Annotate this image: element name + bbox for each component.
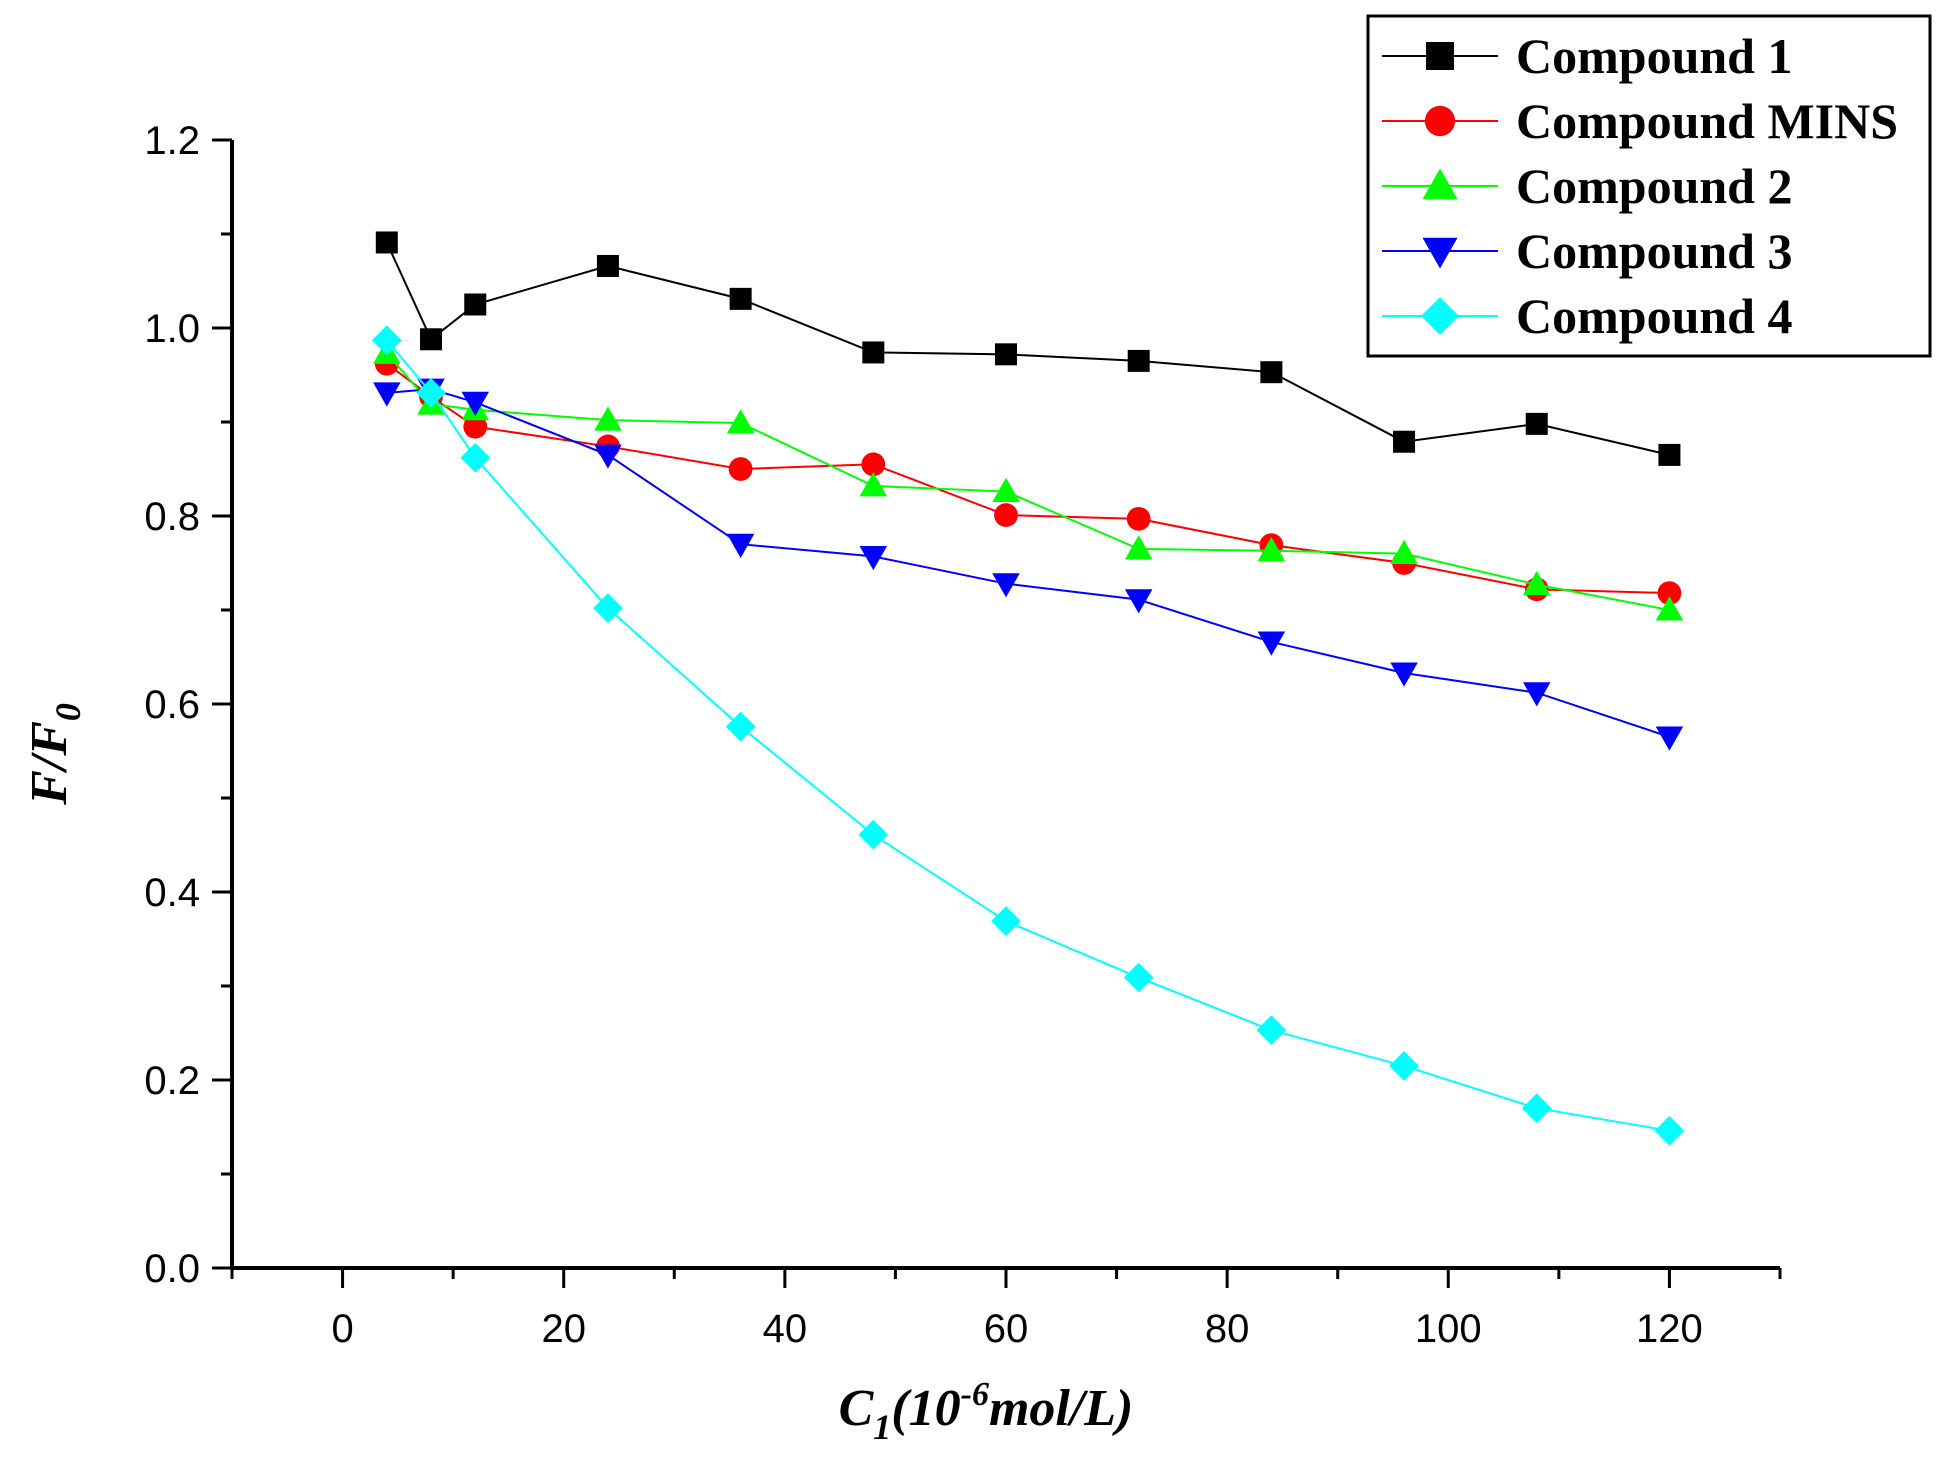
data-point (1390, 539, 1418, 565)
data-point (460, 442, 491, 473)
data-point (726, 409, 755, 434)
data-point (464, 293, 487, 316)
series-line (386, 362, 1670, 595)
series-layer (371, 231, 1685, 1146)
data-point (1257, 537, 1286, 562)
data-point (1390, 662, 1418, 687)
data-point (861, 452, 886, 477)
legend-marker (1422, 168, 1458, 200)
y-tick-label: 0.2 (144, 1059, 200, 1103)
x-axis-title: C1(10-6mol/L) (839, 1376, 1134, 1447)
data-point (1127, 349, 1150, 372)
data-point (594, 406, 622, 431)
legend-label: Compound 1 (1516, 28, 1793, 84)
y-tick-label: 0.6 (144, 683, 200, 727)
axes: 0.0 0.2 0.4 0.6 0.8 1.0 1.2 0 20 40 60 80 100 120 (144, 119, 1782, 1351)
series-1 (375, 231, 1681, 466)
legend-label: Compound 2 (1516, 158, 1793, 214)
data-point (1655, 726, 1684, 751)
x-tick-label: 60 (984, 1307, 1029, 1351)
data-point (1124, 535, 1153, 560)
legend-entry: Compound 2 (1382, 158, 1793, 214)
legend: Compound 1 Compound MINS Compound 2 Compoun… (1366, 14, 1932, 358)
y-tick-label: 0.8 (144, 495, 200, 539)
data-point (725, 711, 756, 742)
data-point (992, 477, 1020, 503)
legend-entry: Compound 1 (1382, 28, 1793, 84)
x-tick-label: 100 (1415, 1307, 1482, 1351)
data-point (728, 457, 753, 481)
data-point (1260, 361, 1283, 384)
data-point (1257, 631, 1286, 656)
data-point (1389, 1051, 1419, 1081)
data-point (1123, 962, 1154, 993)
legend-entry: Compound 3 (1382, 223, 1793, 279)
data-point (1124, 589, 1153, 614)
data-point (858, 819, 889, 850)
data-point (1393, 430, 1416, 453)
legend-marker (1424, 105, 1456, 137)
x-tick-label: 120 (1636, 1307, 1703, 1351)
data-point (995, 343, 1017, 366)
data-point (726, 533, 755, 558)
data-point (420, 328, 443, 351)
data-point (992, 573, 1020, 598)
data-point (1521, 1093, 1552, 1124)
data-point (463, 414, 488, 439)
data-point (416, 378, 446, 408)
x-tick-label: 80 (1205, 1307, 1250, 1351)
y-tick-label: 1.0 (144, 307, 200, 351)
data-point (729, 287, 752, 310)
data-point (859, 545, 888, 571)
x-tick-label: 20 (541, 1307, 586, 1351)
data-point (1256, 1015, 1287, 1046)
data-point (1522, 570, 1551, 596)
data-point (1126, 506, 1151, 531)
data-point (596, 254, 619, 277)
y-tick-label: 0.0 (144, 1247, 200, 1291)
data-point (373, 382, 401, 407)
x-tick-label: 40 (763, 1307, 808, 1351)
x-tick-label: 0 (331, 1307, 353, 1351)
data-point (461, 391, 490, 417)
legend-marker (1421, 297, 1459, 335)
y-tick-label: 0.4 (144, 871, 200, 915)
data-point (594, 444, 622, 469)
series-4 (373, 378, 1684, 751)
data-point (1658, 443, 1681, 466)
series-3 (373, 339, 1684, 621)
data-point (991, 906, 1021, 936)
legend-entry: Compound MINS (1382, 93, 1898, 149)
data-point (593, 593, 623, 623)
series-5 (371, 325, 1685, 1146)
y-axis-title: F/F0 (21, 703, 88, 806)
legend-label: Compound MINS (1516, 93, 1898, 149)
legend-marker (1426, 42, 1454, 70)
data-point (371, 325, 402, 356)
series-line (386, 352, 1670, 611)
data-point (1654, 1115, 1685, 1146)
data-point (994, 503, 1018, 527)
data-point (1657, 581, 1682, 605)
data-point (859, 472, 888, 497)
series-line (386, 339, 1670, 1132)
data-point (1655, 596, 1684, 621)
legend-label: Compound 4 (1516, 288, 1793, 344)
data-point (1522, 682, 1551, 707)
data-point (862, 341, 885, 364)
legend-entry: Compound 4 (1382, 288, 1793, 344)
y-tick-label: 1.2 (144, 119, 200, 163)
legend-marker (1422, 237, 1458, 269)
data-point (1525, 412, 1548, 435)
data-point (375, 231, 398, 254)
legend-label: Compound 3 (1516, 223, 1793, 279)
